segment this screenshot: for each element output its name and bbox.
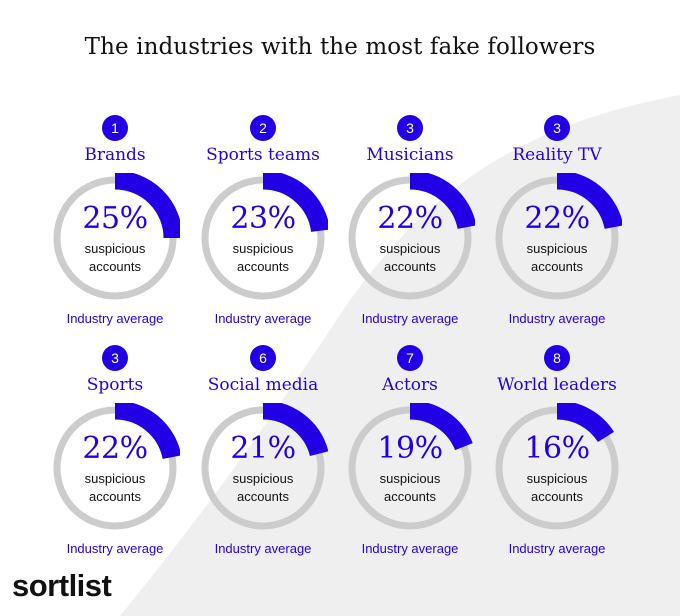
rank-badge: 3 — [544, 115, 570, 141]
percentage-value: 22% — [524, 201, 590, 236]
percentage-value: 19% — [377, 431, 443, 466]
donut-value-arc — [556, 173, 622, 230]
suspicious-label: suspicious — [84, 471, 146, 486]
donut-center: 22% suspicious accounts — [50, 403, 180, 533]
industry-average-label: Industry average — [66, 311, 164, 326]
accounts-label: accounts — [383, 489, 437, 504]
accounts-label: accounts — [236, 259, 290, 274]
category-label: Brands — [84, 145, 146, 165]
suspicious-label: suspicious — [526, 241, 588, 256]
donut-value-arc — [409, 173, 475, 230]
rank-badge: 3 — [397, 115, 423, 141]
donut-chart — [53, 403, 180, 530]
donut-chart — [495, 403, 619, 530]
rank-badge: 1 — [102, 115, 128, 141]
category-label: Sports — [86, 375, 144, 395]
donut-chart — [495, 173, 622, 300]
industry-card: 3 Musicians 22% suspicious accounts Industry … — [335, 115, 485, 326]
accounts-label: accounts — [530, 259, 584, 274]
percentage-value: 22% — [377, 201, 443, 236]
accounts-label: accounts — [383, 259, 437, 274]
category-label: Sports teams — [206, 145, 320, 165]
accounts-label: accounts — [88, 259, 142, 274]
industry-average-label: Industry average — [361, 311, 459, 326]
category-label: Musicians — [366, 145, 454, 165]
rank-badge: 3 — [102, 345, 128, 371]
category-label: Actors — [382, 375, 438, 395]
donut-value-arc — [556, 403, 614, 443]
percentage-value: 16% — [524, 431, 590, 466]
donut-chart — [201, 173, 328, 300]
accounts-label: accounts — [530, 489, 584, 504]
category-label: Social media — [207, 375, 319, 395]
percentage-value: 21% — [230, 431, 296, 466]
suspicious-label: suspicious — [232, 241, 294, 256]
donut-center: 21% suspicious accounts — [198, 403, 328, 533]
industry-average-label: Industry average — [66, 541, 164, 556]
industry-average-label: Industry average — [214, 311, 312, 326]
donut-value-arc — [262, 403, 328, 457]
industry-card: 2 Sports teams 23% suspicious accounts Indust… — [188, 115, 338, 326]
donut-center: 23% suspicious accounts — [198, 173, 328, 303]
donut-chart — [201, 403, 328, 530]
suspicious-label: suspicious — [526, 471, 588, 486]
chart-title: The industries with the most fake follow… — [84, 34, 596, 60]
industry-average-label: Industry average — [214, 541, 312, 556]
industry-average-label: Industry average — [508, 311, 606, 326]
category-label: Reality TV — [512, 145, 602, 165]
donut-center: 22% suspicious accounts — [345, 173, 475, 303]
industry-card: 8 World leaders 16% suspicious accounts Indus… — [482, 345, 632, 556]
donut-value-arc — [409, 403, 473, 451]
industry-card: 3 Sports 22% suspicious accounts Industry ave… — [40, 345, 190, 556]
percentage-value: 22% — [82, 431, 148, 466]
donut-value-arc — [114, 173, 180, 239]
rank-badge: 6 — [250, 345, 276, 371]
donut-center: 16% suspicious accounts — [492, 403, 622, 533]
industry-average-label: Industry average — [508, 541, 606, 556]
donut-value-arc — [114, 403, 180, 460]
industry-card: 6 Social media 21% suspicious accounts Indust… — [188, 345, 338, 556]
accounts-label: accounts — [88, 489, 142, 504]
suspicious-label: suspicious — [232, 471, 294, 486]
donut-center: 25% suspicious accounts — [50, 173, 180, 303]
donut-chart — [53, 173, 180, 300]
rank-badge: 7 — [397, 345, 423, 371]
category-label: World leaders — [497, 375, 617, 395]
industry-card: 1 Brands 25% suspicious accounts Industry ave… — [40, 115, 190, 326]
rank-badge: 2 — [250, 115, 276, 141]
rank-badge: 8 — [544, 345, 570, 371]
sortlist-logo: sortlist — [12, 568, 112, 603]
percentage-value: 23% — [230, 201, 296, 236]
suspicious-label: suspicious — [379, 241, 441, 256]
accounts-label: accounts — [236, 489, 290, 504]
donut-chart — [348, 403, 473, 530]
donut-value-arc — [262, 173, 328, 233]
donut-center: 22% suspicious accounts — [492, 173, 622, 303]
industry-card: 7 Actors 19% suspicious accounts Industry ave… — [335, 345, 485, 556]
industry-average-label: Industry average — [361, 541, 459, 556]
industry-card: 3 Reality TV 22% suspicious accounts Industry… — [482, 115, 632, 326]
suspicious-label: suspicious — [84, 241, 146, 256]
donut-chart — [348, 173, 475, 300]
suspicious-label: suspicious — [379, 471, 441, 486]
percentage-value: 25% — [82, 201, 148, 236]
donut-center: 19% suspicious accounts — [345, 403, 475, 533]
